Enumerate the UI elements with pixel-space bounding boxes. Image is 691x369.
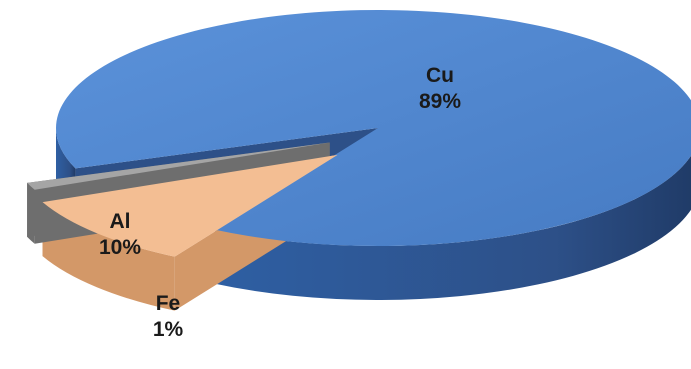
pie-value-al: 10%	[99, 236, 141, 259]
pie-slice-cu-rim-1	[215, 155, 691, 300]
pie-label-cu: Cu	[426, 64, 454, 87]
pie-slice-al	[42, 154, 338, 257]
pie-slice-fe	[27, 142, 330, 190]
pie-value-cu: 89%	[419, 90, 461, 113]
pie-label-al: Al	[110, 210, 131, 233]
pie-slice-cu	[56, 10, 691, 246]
pie-slice-fe-rim-0	[27, 182, 35, 244]
pie-label-fe: Fe	[156, 292, 181, 315]
pie-value-fe: 1%	[153, 318, 184, 341]
